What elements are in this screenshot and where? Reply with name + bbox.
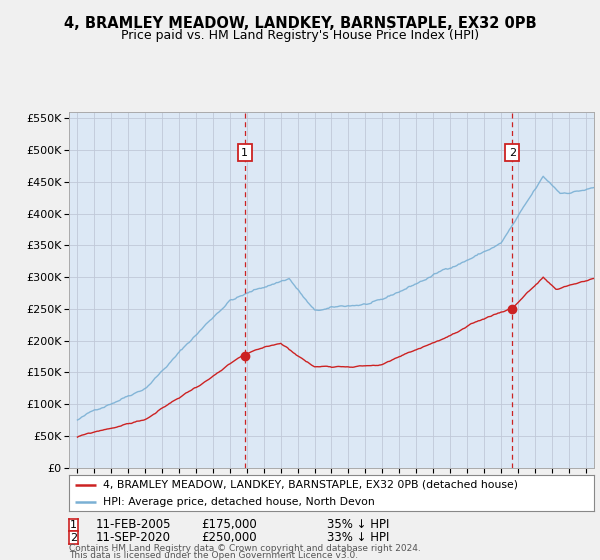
Text: Contains HM Land Registry data © Crown copyright and database right 2024.: Contains HM Land Registry data © Crown c…: [69, 544, 421, 553]
Text: 11-FEB-2005: 11-FEB-2005: [96, 518, 172, 531]
Text: This data is licensed under the Open Government Licence v3.0.: This data is licensed under the Open Gov…: [69, 551, 358, 560]
Text: 11-SEP-2020: 11-SEP-2020: [96, 531, 171, 544]
Text: 4, BRAMLEY MEADOW, LANDKEY, BARNSTAPLE, EX32 0PB (detached house): 4, BRAMLEY MEADOW, LANDKEY, BARNSTAPLE, …: [103, 480, 518, 490]
Text: 1: 1: [70, 520, 77, 530]
Text: 1: 1: [241, 148, 248, 158]
Text: 2: 2: [70, 533, 77, 543]
Text: HPI: Average price, detached house, North Devon: HPI: Average price, detached house, Nort…: [103, 497, 375, 507]
Text: 2: 2: [509, 148, 516, 158]
Text: 35% ↓ HPI: 35% ↓ HPI: [327, 518, 389, 531]
Text: 33% ↓ HPI: 33% ↓ HPI: [327, 531, 389, 544]
Text: Price paid vs. HM Land Registry's House Price Index (HPI): Price paid vs. HM Land Registry's House …: [121, 29, 479, 42]
Text: 4, BRAMLEY MEADOW, LANDKEY, BARNSTAPLE, EX32 0PB: 4, BRAMLEY MEADOW, LANDKEY, BARNSTAPLE, …: [64, 16, 536, 31]
Text: £250,000: £250,000: [201, 531, 257, 544]
Text: £175,000: £175,000: [201, 518, 257, 531]
